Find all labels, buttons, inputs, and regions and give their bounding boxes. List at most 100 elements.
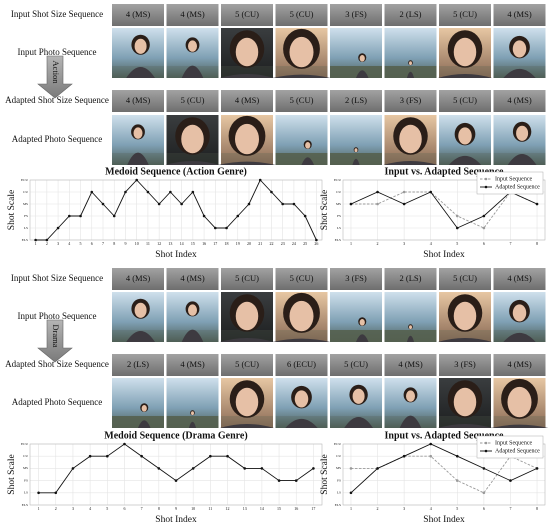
person-face <box>134 38 147 54</box>
person-face <box>235 301 259 331</box>
x-tick-label: 11 <box>208 506 212 511</box>
photo <box>439 115 491 165</box>
photo <box>330 28 382 78</box>
shot-size-label: 3 (FS) <box>345 273 367 283</box>
photo-ground <box>275 153 328 165</box>
shot-size-label: 2 (LS) <box>127 359 149 369</box>
data-point <box>482 467 486 470</box>
person-face <box>352 388 365 404</box>
data-point <box>79 214 82 218</box>
x-tick-label: 10 <box>135 241 139 246</box>
x-tick-label: 16 <box>294 506 298 511</box>
data-point <box>45 238 49 242</box>
plot-frame <box>29 443 323 506</box>
y-tick-label: LS <box>24 491 28 495</box>
person-body <box>344 416 373 428</box>
y-tick-label: LS <box>337 226 341 230</box>
chart-title: Medoid Sequence (Drama Genre) <box>104 430 247 441</box>
person-body <box>272 338 331 342</box>
y-tick-label: ECU <box>334 442 341 446</box>
x-tick-label: 6 <box>123 506 125 511</box>
shot-size-box <box>221 354 273 376</box>
photo-ground <box>493 416 546 428</box>
person-body <box>507 153 537 165</box>
x-axis-label: Shot Index <box>423 515 465 525</box>
x-tick-label: 17 <box>213 241 217 246</box>
x-tick-label: 4 <box>89 506 91 511</box>
data-point <box>315 238 318 242</box>
shot-size-label: 5 (CU) <box>453 9 477 19</box>
x-tick-label: 5 <box>80 241 82 246</box>
data-point <box>482 226 486 230</box>
shot-size-label: 4 (MS) <box>180 9 204 19</box>
shot-size-box <box>330 4 382 26</box>
person-face <box>305 142 311 149</box>
data-point <box>191 467 195 470</box>
y-tick-label: ELS <box>335 503 341 507</box>
shot-size-label: 5 (CU) <box>344 359 368 369</box>
data-point <box>90 190 94 194</box>
x-tick-label: 2 <box>46 241 48 246</box>
x-tick-label: 15 <box>191 241 195 246</box>
shot-size-box <box>166 354 219 376</box>
data-point <box>146 190 150 194</box>
shot-size-box <box>112 4 164 26</box>
data-point <box>140 454 143 458</box>
person-face <box>453 387 477 417</box>
data-point <box>226 454 229 458</box>
person-body <box>218 161 276 165</box>
person-face <box>453 301 477 331</box>
plot-frame <box>29 179 323 241</box>
legend-marker <box>484 441 488 445</box>
data-point <box>429 454 433 458</box>
data-point <box>455 479 459 482</box>
x-tick-label: 11 <box>146 241 150 246</box>
shot-size-box <box>439 4 491 26</box>
photo <box>220 378 274 428</box>
data-point <box>236 214 240 218</box>
person-body <box>220 424 274 428</box>
y-axis-label: Shot Scale <box>320 190 330 230</box>
person-face <box>453 37 477 67</box>
x-tick-label: 22 <box>269 241 273 246</box>
x-tick-label: 7 <box>141 506 143 511</box>
person-face <box>409 61 412 66</box>
person-body <box>438 338 492 342</box>
x-tick-label: 7 <box>509 241 511 246</box>
person-face <box>516 125 529 141</box>
person-face <box>399 124 422 154</box>
photo <box>384 378 437 428</box>
legend-box <box>476 435 544 459</box>
shot-size-box <box>330 268 382 290</box>
person-body <box>503 68 536 78</box>
data-point <box>260 467 264 470</box>
y-tick-label: ECU <box>334 178 341 182</box>
row-label: Adapted Shot Size Sequence <box>5 95 109 105</box>
person-body <box>448 155 482 165</box>
legend-marker <box>484 185 488 189</box>
y-tick-label: CU <box>23 190 28 194</box>
person-face <box>512 40 527 58</box>
data-point <box>157 467 161 470</box>
x-tick-label: 18 <box>225 241 229 246</box>
photo <box>272 28 331 78</box>
person-face <box>181 124 204 154</box>
data-point <box>376 190 379 194</box>
shot-size-box <box>493 354 546 376</box>
shot-size-label: 5 (CU) <box>453 273 477 283</box>
x-tick-label: 3 <box>72 506 74 511</box>
legend-box <box>476 171 544 195</box>
shot-size-box <box>439 90 491 112</box>
data-point <box>112 214 116 218</box>
x-tick-label: 5 <box>456 506 458 511</box>
person-body <box>438 74 492 78</box>
photo-ground <box>330 330 382 342</box>
series-line <box>35 179 317 241</box>
y-tick-label: LS <box>337 491 341 495</box>
shot-size-label: 3 (FS) <box>400 95 422 105</box>
data-point <box>247 202 251 206</box>
shot-size-label: 4 (MS) <box>180 273 204 283</box>
photo <box>112 28 164 78</box>
person-body <box>181 329 204 342</box>
person-body <box>165 161 220 165</box>
